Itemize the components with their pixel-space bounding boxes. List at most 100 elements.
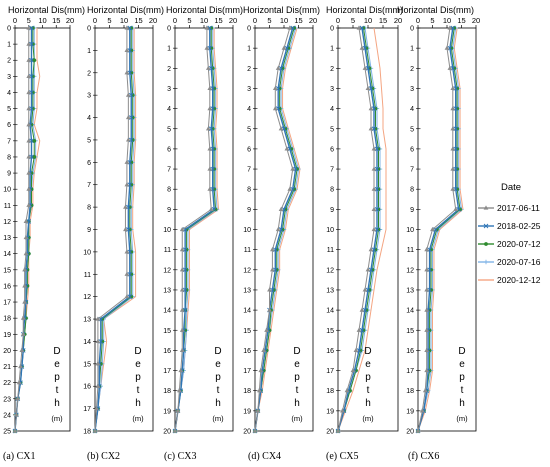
data-point — [208, 206, 214, 211]
data-point — [371, 186, 377, 191]
y-tick-label: 0 — [87, 26, 91, 33]
y-tick-label: 14 — [83, 339, 91, 346]
depth-unit-label: (m) — [212, 414, 224, 423]
panel-caption: (b) CX2 — [87, 451, 120, 462]
legend-entry: 2020-07-12 — [478, 239, 541, 249]
legend-label: 2020-07-12 — [497, 239, 541, 249]
x-tick-label: 15 — [457, 16, 465, 25]
depth-label-letter: D — [364, 346, 371, 357]
data-point — [422, 388, 428, 393]
y-tick-label: 1 — [167, 46, 171, 53]
y-tick-label: 16 — [163, 348, 171, 355]
data-point — [359, 45, 365, 50]
series-2018-02-25 — [92, 25, 134, 434]
data-point — [26, 25, 32, 30]
data-point — [26, 202, 32, 207]
x-tick-label: 5 — [187, 16, 191, 25]
data-point — [207, 146, 213, 151]
data-point — [125, 114, 131, 120]
data-point — [179, 226, 185, 232]
y-tick-label: 9 — [7, 171, 11, 178]
data-point — [359, 307, 365, 312]
data-point — [444, 45, 450, 50]
y-tick-label: 18 — [326, 388, 334, 395]
x-tick-label: 5 — [351, 16, 355, 25]
y-tick-label: 3 — [87, 93, 91, 100]
data-point — [362, 287, 368, 292]
data-point — [207, 166, 213, 171]
data-point — [179, 287, 185, 292]
data-point — [94, 406, 99, 411]
data-point — [365, 85, 371, 91]
y-tick-label: 6 — [330, 146, 334, 153]
x-tick-label: 20 — [66, 16, 74, 25]
y-tick-label: 15 — [406, 328, 414, 335]
x-axis-title: Horizontal Dis(mm) — [326, 5, 403, 15]
data-point — [419, 408, 425, 413]
data-point — [23, 218, 29, 224]
y-tick-label: 4 — [330, 106, 334, 113]
x-tick-label: 10 — [120, 16, 128, 25]
data-point — [272, 85, 278, 91]
depth-label-letter: h — [54, 398, 60, 409]
legend-title: Date — [501, 182, 521, 193]
y-tick-label: 19 — [243, 408, 251, 415]
data-point — [258, 367, 264, 373]
y-tick-label: 17 — [83, 406, 91, 413]
data-point — [424, 367, 430, 373]
data-point — [264, 327, 269, 332]
y-tick-label: 11 — [4, 203, 11, 210]
series-2017-06-11 — [172, 25, 214, 433]
y-tick-label: 3 — [330, 86, 334, 93]
y-tick-label: 10 — [326, 227, 334, 234]
x-tick-label: 0 — [253, 16, 257, 25]
data-point — [95, 338, 101, 344]
x-tick-label: 0 — [13, 16, 17, 25]
x-tick-label: 0 — [173, 16, 177, 25]
y-tick-label: 5 — [87, 137, 91, 144]
data-point — [261, 347, 267, 352]
depth-label-letter: t — [217, 385, 220, 396]
data-point — [16, 380, 22, 385]
data-point — [447, 65, 453, 70]
y-tick-label: 2 — [167, 66, 171, 73]
data-point — [450, 146, 456, 151]
data-point — [353, 347, 359, 352]
y-tick-label: 18 — [163, 388, 171, 395]
y-tick-label: 13 — [243, 287, 251, 294]
x-tick-label: 0 — [336, 16, 340, 25]
data-point — [26, 89, 32, 95]
y-tick-label: 4 — [167, 106, 171, 113]
data-point — [13, 412, 19, 417]
panel-5: Horizontal Dis(mm)0 5 10 15 2001234567891011… — [326, 5, 403, 462]
y-tick-label: 14 — [243, 308, 251, 315]
x-tick-label: 15 — [52, 16, 60, 25]
data-point — [92, 428, 98, 433]
y-tick-label: 17 — [243, 368, 251, 375]
data-point — [356, 327, 362, 332]
y-tick-label: 22 — [3, 380, 11, 387]
data-point — [124, 182, 130, 187]
data-point — [179, 347, 185, 352]
data-point — [26, 41, 32, 46]
data-point — [205, 126, 211, 131]
series-2020-12-12 — [337, 27, 387, 432]
data-point — [20, 331, 26, 336]
data-point — [256, 388, 262, 393]
legend-label: 2018-02-25 — [497, 221, 541, 231]
y-tick-label: 7 — [247, 167, 251, 174]
y-tick-label: 1 — [87, 48, 91, 55]
x-axis-title: Horizontal Dis(mm) — [8, 5, 85, 15]
data-point — [415, 428, 421, 433]
data-point — [204, 25, 210, 30]
data-point — [123, 204, 128, 209]
data-point — [172, 428, 178, 433]
series-2020-07-16 — [12, 25, 38, 434]
x-axis-title: Horizontal Dis(mm) — [166, 5, 243, 15]
y-tick-label: 14 — [163, 308, 171, 315]
data-point — [26, 106, 32, 111]
data-point — [340, 408, 345, 413]
data-point — [368, 126, 374, 131]
y-tick-label: 12 — [83, 294, 91, 301]
data-point — [450, 85, 456, 91]
